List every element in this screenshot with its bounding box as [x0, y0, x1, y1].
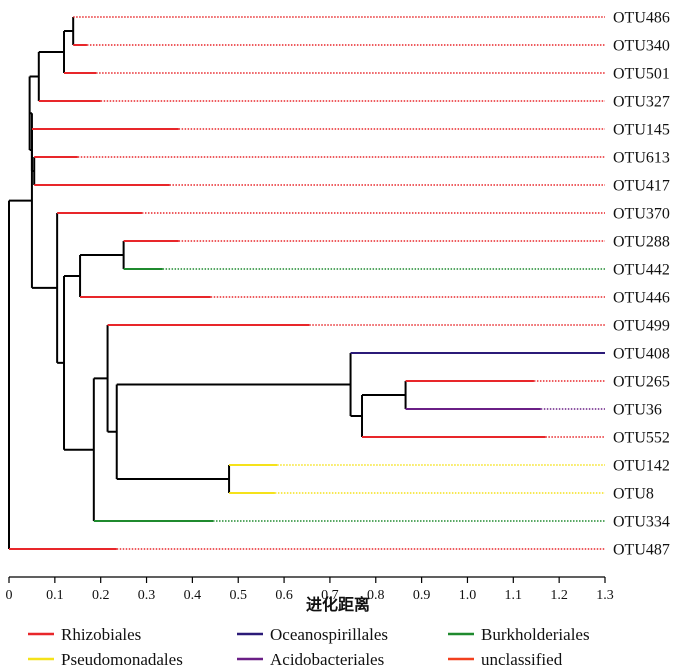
leaf-label-OTU499: OTU499	[613, 318, 670, 335]
legend-label: Pseudomonadales	[61, 650, 183, 669]
x-tick-label: 1.2	[550, 588, 568, 603]
x-tick-label: 0.2	[92, 588, 110, 603]
leaf-label-OTU145: OTU145	[613, 122, 670, 139]
x-tick-label: 1.3	[596, 588, 614, 603]
leaf-label-OTU370: OTU370	[613, 206, 670, 223]
x-tick-label: 0.9	[413, 588, 431, 603]
x-tick-label: 0	[6, 588, 13, 603]
x-axis-title: 进化距离	[306, 595, 370, 614]
legend: Rhizobiales Oceanospirillales Burkholderia…	[28, 625, 590, 669]
leaf-label-OTU142: OTU142	[613, 458, 670, 475]
leaf-label-OTU487: OTU487	[613, 542, 670, 559]
leaf-label-OTU408: OTU408	[613, 346, 670, 363]
leaf-label-OTU327: OTU327	[613, 94, 670, 111]
leaf-label-OTU552: OTU552	[613, 430, 670, 447]
x-tick-label: 1.0	[459, 588, 477, 603]
x-tick-label: 0.5	[229, 588, 247, 603]
x-tick-label: 0.1	[46, 588, 64, 603]
leaf-labels: OTU486 OTU340 OTU501 OTU327 OTU145 OTU613 OTU4…	[613, 10, 670, 559]
x-tick-label: 0.8	[367, 588, 385, 603]
leaf-label-OTU36: OTU36	[613, 402, 662, 419]
leaf-label-OTU417: OTU417	[613, 178, 670, 195]
leaf-label-OTU265: OTU265	[613, 374, 670, 391]
legend-label: Burkholderiales	[481, 625, 590, 644]
legend-label: unclassified	[481, 650, 563, 669]
x-tick-label: 0.4	[184, 588, 202, 603]
leaf-label-OTU340: OTU340	[613, 38, 670, 55]
legend-label: Rhizobiales	[61, 625, 141, 644]
x-tick-label: 1.1	[505, 588, 523, 603]
legend-label: Acidobacteriales	[270, 650, 384, 669]
x-tick-label: 0.6	[275, 588, 293, 603]
leaf-label-OTU501: OTU501	[613, 66, 670, 83]
leaf-label-OTU486: OTU486	[613, 10, 670, 27]
x-axis: 0 0.1 0.2 0.3 0.4 0.5 0.6 0.7 0.8 0.9 1.0 1.1 1.2 1.3	[6, 576, 614, 603]
leaf-label-OTU334: OTU334	[613, 514, 670, 531]
leaf-label-OTU8: OTU8	[613, 486, 654, 503]
leaf-label-OTU613: OTU613	[613, 150, 670, 167]
x-tick-label: 0.7	[321, 588, 339, 603]
x-tick-label: 0.3	[138, 588, 156, 603]
leaf-label-OTU442: OTU442	[613, 262, 670, 279]
legend-label: Oceanospirillales	[270, 625, 388, 644]
tree-branches	[8, 16, 605, 550]
leaf-label-OTU446: OTU446	[613, 290, 670, 307]
leaf-label-OTU288: OTU288	[613, 234, 670, 251]
